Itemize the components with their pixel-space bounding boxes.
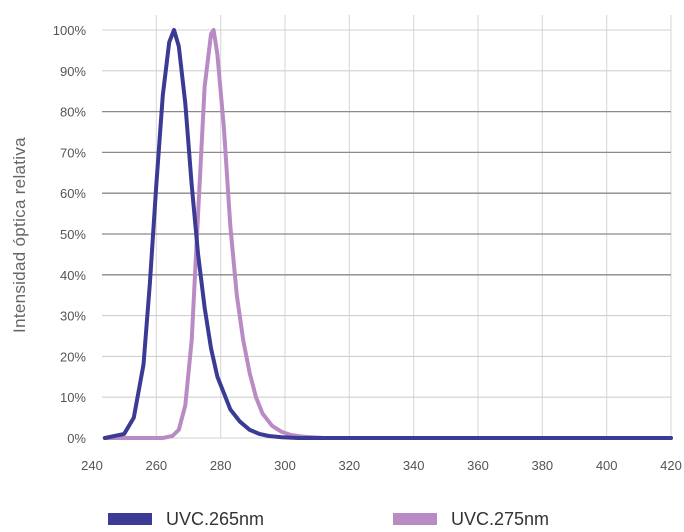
- x-tick-label: 300: [274, 458, 296, 473]
- x-tick-label: 280: [210, 458, 232, 473]
- series-line-uvc-275nm: [102, 28, 673, 440]
- x-tick-label: 240: [81, 458, 103, 473]
- legend-label-uvc-265: UVC.265nm: [166, 508, 265, 529]
- y-tick-label: 10%: [60, 390, 86, 405]
- y-tick-labels: 0% 10% 20% 30% 40% 50% 60% 70% 80% 90% 100%: [53, 23, 87, 446]
- x-tick-label: 400: [596, 458, 618, 473]
- series-line-uvc-265nm: [102, 28, 673, 440]
- legend-item-uvc-275: UVC.275nm: [393, 506, 549, 532]
- legend-item-uvc-265: UVC.265nm: [108, 506, 264, 532]
- x-tick-label: 320: [338, 458, 360, 473]
- legend-swatch-uvc-275: [393, 513, 437, 525]
- x-tick-label: 380: [531, 458, 553, 473]
- legend-swatch-uvc-265: [108, 513, 152, 525]
- x-tick-label: 360: [467, 458, 489, 473]
- x-tick-label: 260: [145, 458, 167, 473]
- y-tick-label: 80%: [60, 105, 86, 120]
- y-tick-label: 60%: [60, 186, 86, 201]
- x-tick-labels: 240 260 280 300 320 340 360 380 400 420: [81, 458, 682, 473]
- x-tick-label: 340: [403, 458, 425, 473]
- grid: [102, 15, 672, 439]
- y-axis-label: Intensidad óptica relativa: [10, 137, 29, 333]
- y-tick-label: 40%: [60, 268, 86, 283]
- x-tick-label: 420: [660, 458, 682, 473]
- y-tick-label: 30%: [60, 309, 86, 324]
- y-tick-label: 90%: [60, 64, 86, 79]
- y-tick-label: 0%: [67, 431, 86, 446]
- y-tick-label: 100%: [53, 23, 87, 38]
- y-tick-label: 50%: [60, 227, 86, 242]
- y-tick-label: 20%: [60, 349, 86, 364]
- y-tick-label: 70%: [60, 145, 86, 160]
- legend-label-uvc-275: UVC.275nm: [451, 508, 550, 529]
- series-layer: [102, 28, 673, 440]
